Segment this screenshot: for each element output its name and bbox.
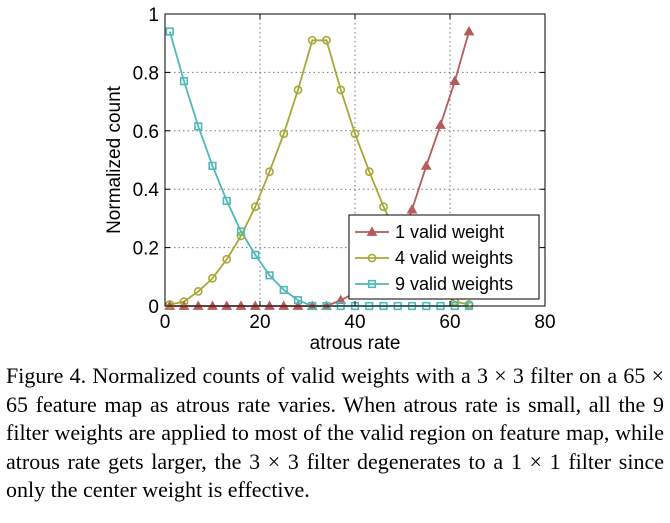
data-point xyxy=(165,27,174,36)
data-point xyxy=(194,122,203,131)
data-point xyxy=(293,85,303,95)
data-point xyxy=(435,119,446,129)
data-point xyxy=(249,300,261,310)
data-point xyxy=(193,286,203,296)
x-axis-label: atrous rate xyxy=(310,333,401,354)
legend-marker xyxy=(366,226,378,236)
figure-caption: Figure 4. Normalized counts of valid wei… xyxy=(6,363,664,502)
y-tick-label: 0.4 xyxy=(133,180,160,201)
data-point xyxy=(179,297,189,307)
y-tick-label: 1 xyxy=(148,5,159,26)
x-tick-label: 0 xyxy=(160,312,171,333)
y-tick-label: 0.6 xyxy=(133,122,159,143)
data-point xyxy=(207,300,218,310)
data-point xyxy=(279,285,288,295)
legend-marker xyxy=(367,279,377,289)
data-point xyxy=(265,271,274,280)
legend-entry: 9 valid weights xyxy=(395,274,513,294)
data-point xyxy=(165,300,175,309)
data-point xyxy=(221,300,233,310)
data-point xyxy=(279,129,289,139)
y-tick-label: 0.2 xyxy=(133,239,159,260)
data-point xyxy=(192,300,204,310)
data-point xyxy=(179,77,189,86)
data-point xyxy=(235,300,247,310)
data-point xyxy=(406,204,418,214)
tick-labels: 0 20 40 60 80 0 0.2 0.4 0.6 0.8 1 xyxy=(133,5,556,333)
x-tick-label: 40 xyxy=(344,312,365,333)
data-point xyxy=(420,160,432,170)
x-tick-label: 80 xyxy=(534,312,555,333)
x-tick-label: 20 xyxy=(249,312,270,333)
data-point xyxy=(335,294,347,305)
data-point xyxy=(463,26,475,36)
data-point xyxy=(222,254,232,264)
data-point xyxy=(265,167,274,177)
ticks xyxy=(164,13,546,307)
data-point xyxy=(264,300,275,310)
data-point xyxy=(251,250,260,260)
data-point xyxy=(336,85,346,95)
data-point xyxy=(322,35,331,45)
data-point xyxy=(364,167,374,177)
data-point xyxy=(307,35,317,45)
data-point xyxy=(222,196,231,205)
y-axis-label: Normalized count xyxy=(104,85,125,234)
data-point xyxy=(449,75,461,86)
legend-entry: 4 valid weights xyxy=(395,248,513,268)
y-tick-label: 0 xyxy=(148,297,159,318)
legend-marker xyxy=(367,253,377,263)
data-point xyxy=(208,161,217,170)
data-point xyxy=(236,231,246,241)
chart: 0 20 40 60 80 0 0.2 0.4 0.6 0.8 1 atrous rate Norm… xyxy=(104,5,556,354)
data-point xyxy=(278,300,290,310)
data-point xyxy=(292,300,304,310)
data-point xyxy=(208,273,217,283)
data-point xyxy=(379,202,388,212)
data-point xyxy=(250,202,260,212)
data-point xyxy=(236,227,246,236)
legend-box xyxy=(348,214,540,300)
legend: 1 valid weight 4 valid weights 9 valid wei… xyxy=(348,214,540,300)
data-point xyxy=(293,296,303,305)
data-point xyxy=(350,129,360,139)
legend-entry: 1 valid weight xyxy=(395,222,504,242)
x-tick-label: 60 xyxy=(439,312,460,333)
y-tick-label: 0.8 xyxy=(133,63,159,84)
